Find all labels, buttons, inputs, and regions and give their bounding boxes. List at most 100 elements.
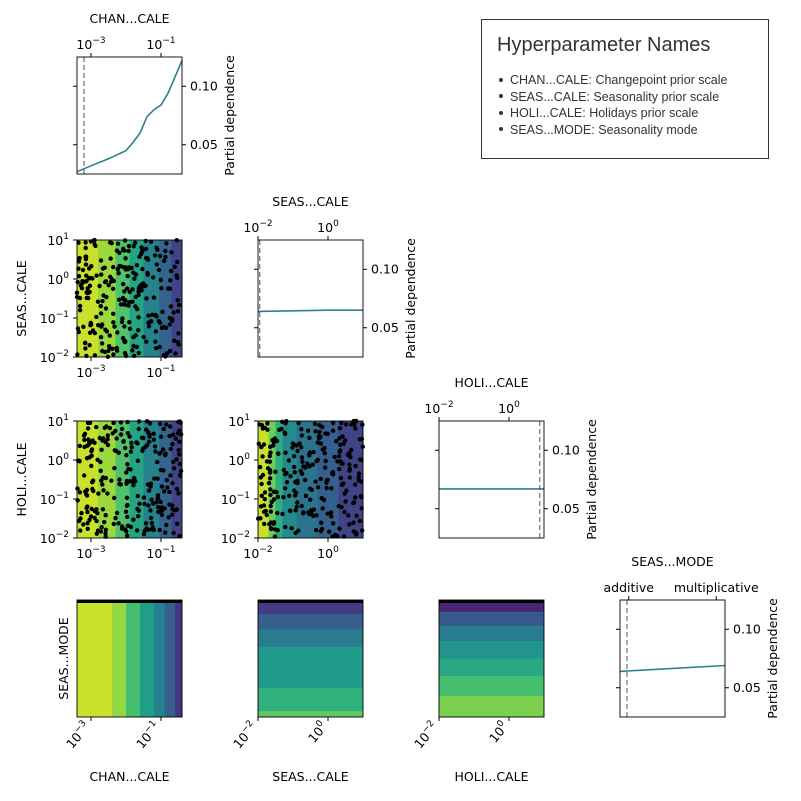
y-axis-label: Partial dependence: [584, 419, 599, 540]
sample-point: [103, 327, 108, 332]
sample-point: [115, 267, 121, 272]
sample-point: [94, 273, 99, 278]
sample-point: [314, 458, 319, 464]
contour-band: [296, 421, 318, 538]
legend-abbr: SEAS...MODE: [510, 122, 592, 137]
legend-item: HOLI...CALE: Holidays prior scale: [496, 105, 727, 122]
sample-point: [76, 259, 82, 264]
sample-point: [92, 508, 98, 514]
plot-frame: [257, 239, 364, 358]
sample-point: [167, 424, 173, 429]
sample-point: [112, 495, 117, 501]
plot-frame: [438, 420, 545, 539]
y-tick-label: 0.10: [733, 621, 761, 636]
sample-point: [89, 506, 94, 512]
sample-point: [78, 528, 83, 533]
x-tick-label: 10−3: [76, 364, 105, 380]
sample-point: [94, 518, 99, 524]
sample-point: [144, 296, 149, 301]
sample-point: [267, 470, 273, 475]
sample-point: [131, 517, 136, 522]
sample-point: [293, 508, 298, 513]
sample-point: [174, 486, 180, 492]
sample-point: [299, 433, 304, 438]
sample-point: [272, 527, 278, 532]
sample-point: [127, 289, 132, 295]
x-tick-label: multiplicative: [674, 580, 759, 595]
sample-point: [259, 444, 264, 450]
sample-point: [76, 274, 82, 279]
sample-point: [152, 444, 158, 449]
sample-point: [281, 495, 286, 500]
sample-point: [257, 464, 263, 470]
x-tick-label: 10−2: [243, 545, 272, 561]
sample-point: [148, 318, 154, 324]
sample-point: [171, 310, 176, 315]
sample-point: [340, 481, 346, 486]
sample-point: [262, 490, 268, 495]
legend-full: Seasonality mode: [598, 122, 698, 137]
sample-point: [129, 265, 134, 271]
legend-full: Holidays prior scale: [589, 106, 699, 120]
sample-point: [84, 492, 89, 497]
sample-point: [88, 440, 94, 445]
sample-point: [287, 508, 293, 513]
contour-panel-mode-vs-holi: [438, 599, 545, 718]
sample-point: [89, 463, 94, 469]
sample-point: [109, 478, 114, 483]
contour-band: [154, 600, 165, 717]
sample-point: [267, 453, 272, 459]
sample-point: [317, 429, 322, 435]
sample-point: [284, 470, 289, 476]
sample-point: [281, 467, 286, 473]
y-axis-label: SEAS...CALE: [14, 260, 29, 336]
sample-point: [157, 344, 162, 350]
y-tick-label: 0.10: [190, 78, 218, 93]
y-tick-label: 101: [47, 232, 69, 248]
sample-point: [286, 458, 292, 463]
sample-point: [99, 525, 104, 530]
sample-point: [262, 521, 267, 527]
sample-point: [354, 513, 359, 518]
sample-point: [86, 442, 91, 448]
sample-point: [291, 442, 296, 447]
contour-panel-seas-vs-chan: 10−3 10−1 10−2 10−1 100 101: [40, 232, 183, 380]
sample-point: [123, 298, 128, 303]
sample-point: [177, 533, 182, 539]
sample-point: [167, 348, 173, 354]
sample-point: [135, 458, 141, 463]
sample-point: [310, 462, 315, 467]
sample-point: [261, 509, 267, 514]
x-tick-label: 10−2: [243, 219, 272, 235]
sample-point: [119, 426, 125, 432]
sample-point: [83, 240, 88, 245]
sample-point: [98, 311, 104, 316]
sample-point: [125, 502, 130, 508]
sample-point: [78, 283, 83, 288]
sample-point: [121, 247, 126, 253]
sample-point: [155, 247, 160, 252]
contour-band: [258, 629, 363, 648]
sample-point: [97, 435, 103, 441]
sample-point: [85, 286, 90, 291]
sample-point: [125, 523, 131, 528]
sample-point: [320, 506, 325, 511]
contour-band: [175, 600, 183, 717]
sample-point: [313, 528, 319, 533]
sample-point: [148, 508, 153, 513]
sample-point: [176, 447, 181, 453]
sample-point: [156, 267, 162, 273]
sample-point: [84, 505, 89, 511]
sample-point: [157, 421, 163, 427]
sample-point: [82, 473, 87, 478]
sample-point: [339, 420, 344, 426]
sample-point: [81, 324, 86, 329]
sample-point: [153, 449, 158, 454]
sample-point: [89, 447, 95, 452]
sample-point: [313, 479, 318, 484]
sample-point: [330, 428, 336, 433]
sample-point: [327, 529, 332, 534]
y-tick-label: 10−1: [40, 491, 69, 507]
plot-frame: [76, 239, 183, 358]
